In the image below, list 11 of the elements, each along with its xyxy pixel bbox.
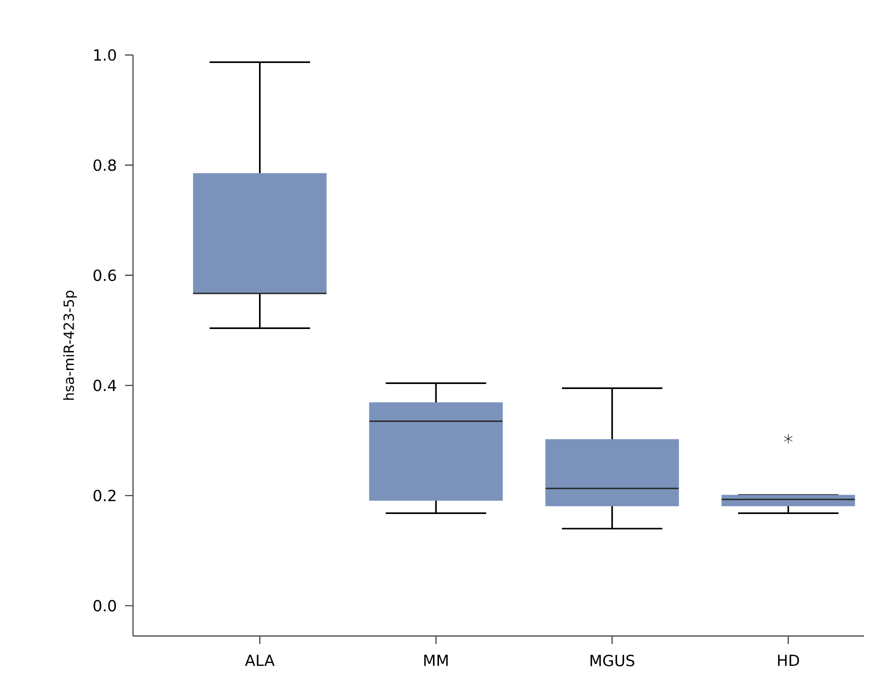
y-tick-label: 0.4 bbox=[94, 380, 116, 392]
y-tick-label: 1.0 bbox=[94, 49, 116, 61]
y-tick-label: 0.2 bbox=[94, 490, 116, 502]
x-tick-label: MM bbox=[424, 654, 448, 666]
y-tick-label: 0.6 bbox=[94, 269, 116, 282]
y-axis-title: hsa-miR-423-5p bbox=[63, 290, 77, 400]
x-tick-label: ALA bbox=[245, 654, 275, 666]
x-tick-label: MGUS bbox=[590, 654, 634, 666]
y-tick-label: 0.0 bbox=[94, 600, 116, 612]
x-tick-label: HD bbox=[778, 654, 800, 666]
y-tick-label: 0.8 bbox=[94, 159, 116, 171]
